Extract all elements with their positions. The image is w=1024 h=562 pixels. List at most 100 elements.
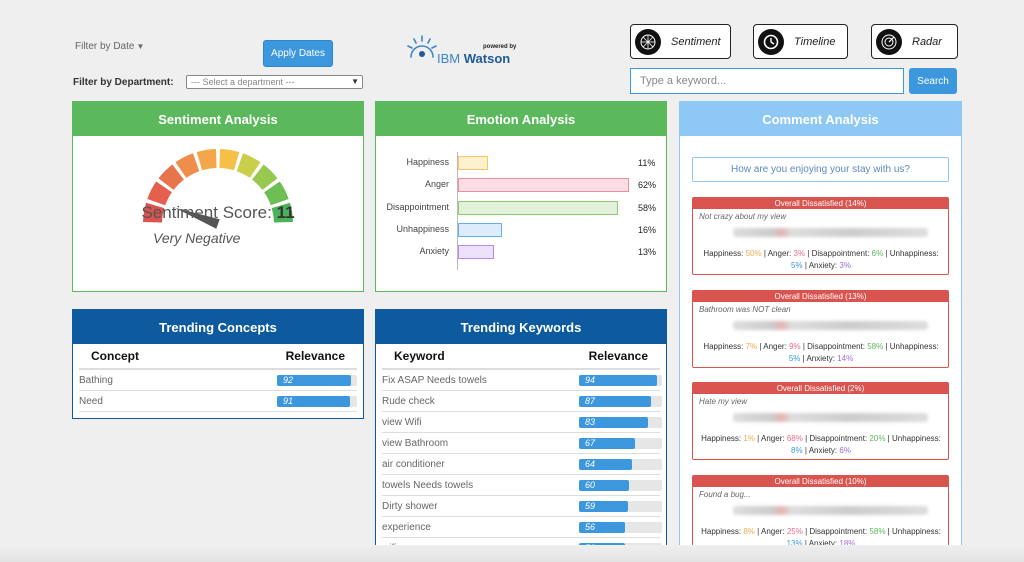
row-name: Rude check (382, 395, 435, 407)
gauge-segment (252, 164, 278, 190)
comment-card-header: Overall Dissatisfied (14%) (693, 198, 948, 209)
comment-emotions: Happiness: 8% | Anger: 25% | Disappointm… (701, 526, 941, 548)
anxiety-label: Anxiety: (808, 261, 838, 270)
comment-emotions: Happiness: 1% | Anger: 68% | Disappointm… (701, 434, 941, 455)
anger-label: Anger: (763, 341, 787, 351)
anger-label: Anger: (761, 434, 785, 443)
filter-by-date-dropdown[interactable]: Filter by Date ▼ (75, 41, 144, 52)
happiness-label: Happiness: (703, 249, 744, 258)
sentiment-verdict: Very Negative (153, 230, 241, 246)
unhappiness-label: Unhappiness: (891, 526, 941, 536)
table-row[interactable]: view Bathroom 67 (382, 433, 662, 454)
table-row[interactable]: Need 91 (79, 391, 357, 412)
unhappiness-value: 8% (791, 446, 803, 455)
emotion-row: Anxiety 13% (376, 245, 666, 260)
table-row[interactable]: air conditioner 64 (382, 454, 662, 475)
emotion-percent: 58% (638, 202, 657, 213)
unhappiness-value: 5% (788, 353, 801, 363)
happiness-label: Happiness: (701, 526, 742, 536)
relevance-value: 59 (579, 500, 628, 512)
col-concept: Concept (91, 349, 139, 363)
disappointment-label: Disappointment: (811, 249, 870, 258)
nav-timeline-button[interactable]: Timeline (753, 24, 848, 59)
relevance-value: 92 (277, 374, 351, 386)
page-bottom-shade (0, 545, 1024, 562)
keywords-table-header: Keyword Relevance (382, 344, 660, 370)
keyword-search-placeholder: Type a keyword... (640, 75, 727, 87)
trending-keywords-panel: Trending Keywords Keyword Relevance Fix … (375, 309, 667, 562)
happiness-value: 1% (743, 434, 755, 443)
col-relevance: Relevance (285, 349, 345, 363)
table-row[interactable]: experience 56 (382, 517, 662, 538)
emotion-percent: 11% (638, 158, 656, 168)
watson-logo-icon (407, 35, 437, 58)
sentiment-wheel-icon (635, 28, 661, 55)
relevance-bar: 87 (579, 395, 662, 407)
anxiety-label: Anxiety: (808, 538, 838, 548)
sentiment-score-label: Sentiment Score: (141, 203, 272, 222)
emotion-chart-axis (457, 152, 458, 270)
sentiment-gauge (143, 149, 293, 229)
sentiment-analysis-panel: Sentiment Analysis Sentiment Score: 11 V… (72, 101, 364, 292)
comment-analysis-panel: Comment Analysis How are you enjoying yo… (679, 101, 962, 562)
relevance-value: 67 (579, 437, 635, 449)
comment-card[interactable]: Overall Dissatisfied (13%) Bathroom was N… (692, 289, 949, 368)
gauge-segment (219, 149, 240, 171)
col-relevance: Relevance (588, 349, 648, 363)
emotion-label: Happiness (406, 157, 449, 167)
unhappiness-label: Unhappiness: (889, 341, 939, 351)
disappointment-value: 6% (871, 249, 884, 258)
col-keyword: Keyword (394, 349, 445, 363)
row-name: Dirty shower (382, 500, 438, 512)
nav-sentiment-label: Sentiment (671, 35, 721, 48)
gauge-segment (236, 153, 261, 178)
row-name: experience (382, 521, 431, 533)
disappointment-value: 58% (869, 526, 886, 536)
emotion-label: Anger (424, 179, 449, 190)
ibm-watson-text: IBM Watson (437, 51, 510, 66)
emotion-analysis-panel: Emotion Analysis Happiness 11% Anger 62% Dis… (375, 101, 667, 292)
disappointment-label: Disappointment: (809, 434, 868, 443)
row-name: Need (79, 395, 103, 407)
nav-radar-button[interactable]: Radar (871, 24, 958, 59)
sentiment-score: Sentiment Score: 11 (73, 203, 363, 223)
survey-question-select[interactable]: How are you enjoying your stay with us? (692, 157, 949, 182)
comment-card[interactable]: Overall Dissatisfied (10%) Found a bug...… (692, 474, 949, 553)
comment-card[interactable]: Overall Dissatisfied (2%) Hate my view Hap… (692, 382, 949, 460)
table-row[interactable]: Fix ASAP Needs towels 94 (382, 370, 662, 391)
emotion-chart: Happiness 11% Anger 62% Disappointment 58% Unh… (376, 136, 666, 286)
nav-timeline-label: Timeline (794, 35, 836, 48)
row-name: towels Needs towels (382, 479, 474, 491)
emotion-row: Unhappiness 16% (376, 222, 666, 237)
search-button[interactable]: Search (909, 68, 957, 94)
emotion-percent: 13% (638, 247, 657, 258)
comment-card[interactable]: Overall Dissatisfied (14%) Not crazy abou… (692, 197, 949, 275)
table-row[interactable]: Rude check 87 (382, 391, 662, 412)
emotion-row: Happiness 11% (376, 156, 666, 170)
row-name: Fix ASAP Needs towels (382, 374, 487, 386)
relevance-bar: 64 (579, 458, 662, 470)
relevance-value: 94 (579, 374, 658, 386)
apply-dates-button[interactable]: Apply Dates (263, 40, 333, 67)
gauge-segment (143, 202, 165, 223)
ibm-text: IBM (437, 51, 461, 66)
relevance-bar: 67 (579, 437, 662, 449)
relevance-bar: 91 (277, 395, 357, 407)
relevance-value: 56 (579, 521, 626, 533)
nav-sentiment-button[interactable]: Sentiment (630, 24, 731, 59)
comment-card-header: Overall Dissatisfied (10%) (693, 475, 948, 487)
table-row[interactable]: Dirty shower 59 (382, 496, 662, 517)
trending-concepts-panel: Trending Concepts Concept Relevance Bath… (72, 309, 364, 419)
disappointment-label: Disappointment: (807, 341, 865, 351)
relevance-value: 64 (579, 458, 633, 470)
relevance-value: 83 (579, 416, 648, 428)
anxiety-label: Anxiety: (808, 446, 838, 455)
table-row[interactable]: towels Needs towels 60 (382, 475, 662, 496)
table-row[interactable]: view Wifi 83 (382, 412, 662, 433)
comment-emotions: Happiness: 50% | Anger: 3% | Disappointm… (703, 249, 939, 270)
keyword-search-input[interactable]: Type a keyword... (630, 68, 904, 94)
department-select[interactable]: --- Select a department --- ▼ (186, 75, 363, 89)
table-row[interactable]: Bathing 92 (79, 370, 357, 391)
relevance-bar: 59 (579, 500, 662, 512)
trending-keywords-title: Trending Keywords (376, 310, 666, 344)
